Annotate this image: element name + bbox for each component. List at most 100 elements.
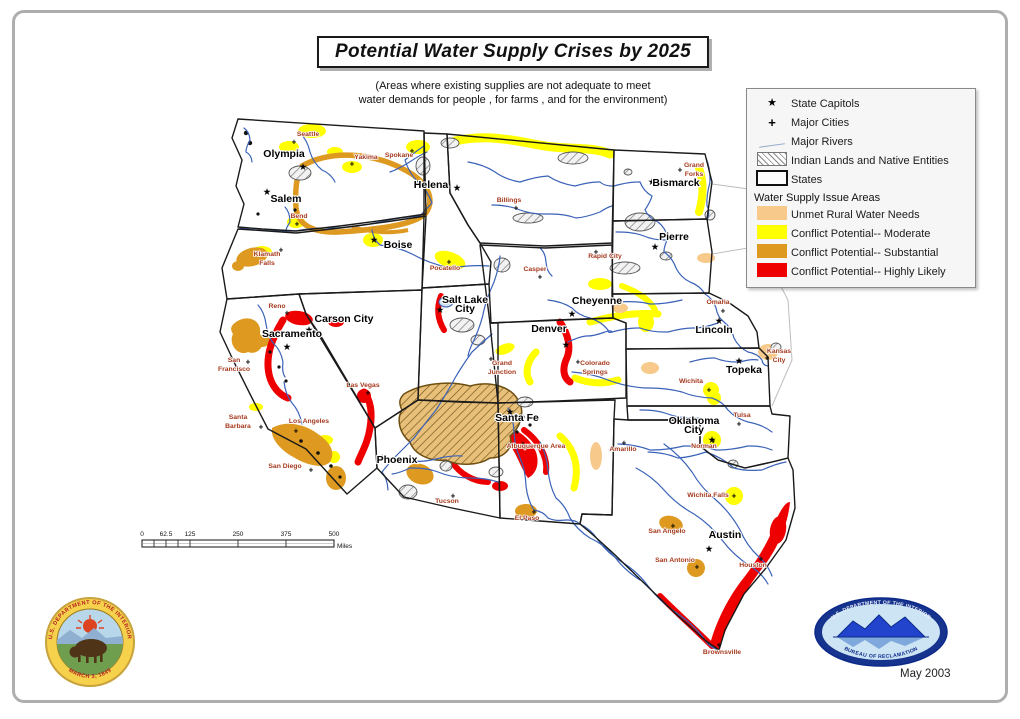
bor-seal: U.S. DEPARTMENT OF THE INTERIOR BUREAU O… [812, 596, 950, 668]
city-marker-las-vegas: + [366, 389, 371, 398]
capital-star-sacramento: ★ [283, 342, 292, 353]
city-label-yakima: Yakima [354, 154, 378, 161]
capital-label-pierre: Pierre [659, 231, 689, 243]
map-title: Potential Water Supply Crises by 2025 [316, 36, 710, 68]
capital-label-phoenix: Phoenix [377, 454, 418, 466]
city-label-el-paso: El Paso [515, 515, 540, 522]
city-marker-san-antonio: + [695, 563, 700, 572]
legend-label: Indian Lands and Native Entities [791, 154, 949, 167]
subtitle-line-1: (Areas where existing supplies are not a… [375, 80, 651, 92]
legend-label: Conflict Potential-- Highly Likely [791, 265, 946, 278]
city-marker-albuquerque-area: + [521, 440, 526, 449]
map-subtitle: (Areas where existing supplies are not a… [328, 79, 698, 108]
capital-label-austin: Austin [709, 529, 742, 541]
city-marker-brownsville: + [717, 641, 722, 650]
legend-item-state-capitols: ★ State Capitols [753, 94, 969, 113]
state-shape [422, 133, 491, 288]
legend-label: States [791, 173, 823, 186]
city-label-san-antonio: San Antonio [655, 557, 695, 564]
capital-star-lincoln: ★ [715, 316, 724, 327]
legend-label: State Capitols [791, 97, 860, 110]
legend-label: Major Cities [791, 116, 850, 129]
capital-label-topeka: Topeka [726, 364, 762, 376]
legend-label: Unmet Rural Water Needs [791, 208, 920, 221]
capital-star-cheyenne: ★ [568, 309, 577, 320]
river-line [617, 299, 683, 305]
state-shape [626, 348, 770, 406]
river-line [704, 293, 769, 367]
city-label-houston: Houston [739, 562, 767, 569]
city-label-spokane: Spokane [385, 152, 414, 159]
river-line [613, 181, 706, 295]
map-labels-layer: ★Olympia★Salem★ Boise★Helena ★Bismarck★Pie… [217, 130, 792, 657]
river-line [647, 451, 787, 471]
moderate-areas [249, 124, 743, 505]
capital-label-denver: Denver [531, 323, 567, 335]
capital-star-boise: ★ [370, 235, 379, 246]
city-label-reno: Reno [269, 303, 286, 310]
legend-label: Major Rivers [791, 135, 853, 148]
highly-likely-swatch [753, 262, 791, 281]
city-marker-san-francisco: + [246, 358, 251, 367]
legend-item-major-cities: + Major Cities [753, 113, 969, 132]
capital-star-santa-fe: ★ [506, 407, 515, 418]
city-marker-grand-forks: + [678, 166, 683, 175]
legend-item-states: States [753, 169, 969, 189]
scale-tick-label: 0 [140, 531, 144, 538]
scale-tick-label: 125 [185, 531, 196, 538]
legend-label: Conflict Potential-- Moderate [791, 227, 931, 240]
river-line [615, 231, 669, 241]
state-shape [613, 150, 712, 221]
river-line [491, 204, 613, 219]
river-line [467, 161, 615, 187]
city-marker-colorado-springs: + [576, 358, 581, 367]
river-line [639, 409, 719, 425]
city-marker-seattle: + [292, 138, 297, 147]
scale-tick-label: 62.5 [160, 531, 173, 538]
city-marker-pocatello: + [447, 258, 452, 267]
capital-label-salt-lake-city: Salt Lake City [442, 294, 488, 315]
capital-star-carson-city: ★ [305, 325, 314, 336]
legend-panel: ★ State Capitols + Major Cities Major Ri… [746, 88, 976, 288]
city-label-colorado-springs: Colorado Springs [580, 360, 610, 376]
city-marker-kansas-city: + [765, 354, 770, 363]
capital-star-olympia: ★ [299, 162, 308, 173]
capital-star-salt-lake-city: ★ [436, 305, 445, 316]
city-label-grand-forks: Grand Forks [684, 162, 704, 178]
river-line [571, 371, 773, 433]
city-label-klamath-falls: Klamath Falls [254, 251, 281, 267]
river-line [689, 357, 759, 363]
city-label-grand-junction: Grand Junction [488, 360, 516, 376]
scale-tick-label: 250 [233, 531, 244, 538]
scale-tick-label: 375 [281, 531, 292, 538]
city-marker-bend: + [295, 220, 300, 229]
river-line [567, 330, 613, 343]
state-border [625, 347, 771, 407]
city-marker-reno: + [285, 309, 290, 318]
capital-star-oklahoma-city: ★ [708, 435, 717, 446]
legend-item-major-rivers: Major Rivers [753, 132, 969, 151]
city-marker-spokane: + [410, 147, 415, 156]
river-line [299, 132, 336, 183]
city-label-kansas-city: Kansas City [767, 348, 791, 364]
great-salt-lake [438, 296, 454, 308]
mountains-icon [833, 614, 929, 649]
state-border [612, 149, 713, 222]
city-marker-yakima: + [350, 160, 355, 169]
bison-icon [69, 639, 107, 663]
river-line [257, 304, 286, 378]
city-marker-norman: + [711, 437, 716, 446]
unmet-rural-swatch [753, 205, 791, 224]
river-line [243, 127, 253, 163]
issue-areas-layer [231, 124, 793, 652]
town-dots [243, 130, 532, 479]
state-border [231, 118, 427, 232]
river-line [389, 151, 428, 173]
city-label-amarillo: Amarillo [609, 446, 636, 453]
plus-icon: + [768, 115, 776, 130]
moderate-swatch [753, 224, 791, 243]
city-label-san-francisco: San Francisco [218, 357, 250, 373]
city-label-casper: Casper [523, 266, 546, 273]
capital-label-cheyenne: Cheyenne [572, 295, 622, 307]
river-line [539, 441, 641, 581]
